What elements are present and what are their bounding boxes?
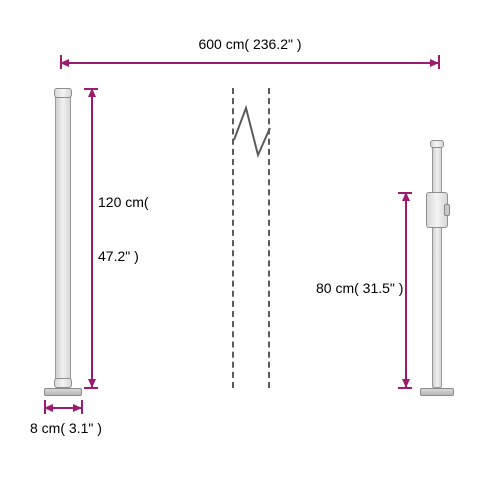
h120-label-1: 120 cm( (98, 194, 149, 210)
w8-arrow-left (44, 404, 53, 412)
width-arrow-left (60, 59, 69, 67)
break-zig (232, 100, 272, 160)
dimension-diagram: 600 cm( 236.2" ) 120 cm( 47.2" ) 80 cm( … (0, 0, 500, 500)
left-base (44, 388, 82, 396)
h80-label: 80 cm( 31.5" ) (316, 280, 403, 296)
h120-line (91, 88, 93, 388)
right-bracket-knob (444, 204, 450, 216)
left-post-cap-bottom (54, 378, 72, 388)
width-label: 600 cm( 236.2" ) (0, 36, 500, 52)
right-post-cap-top (430, 140, 444, 148)
h120-label-2: 47.2" ) (98, 248, 139, 264)
h120-arrow-up (88, 88, 96, 97)
left-post-cap-top (54, 88, 72, 98)
h80-line (405, 192, 407, 388)
h80-arrow-up (402, 192, 410, 201)
w8-label: 8 cm( 3.1" ) (30, 420, 102, 436)
right-base (420, 388, 454, 396)
left-post (55, 88, 71, 388)
h120-arrow-down (88, 379, 96, 388)
h80-arrow-down (402, 379, 410, 388)
width-arrow-right (430, 59, 439, 67)
right-post (432, 140, 442, 388)
w8-arrow-right (73, 404, 82, 412)
width-line (60, 62, 439, 64)
